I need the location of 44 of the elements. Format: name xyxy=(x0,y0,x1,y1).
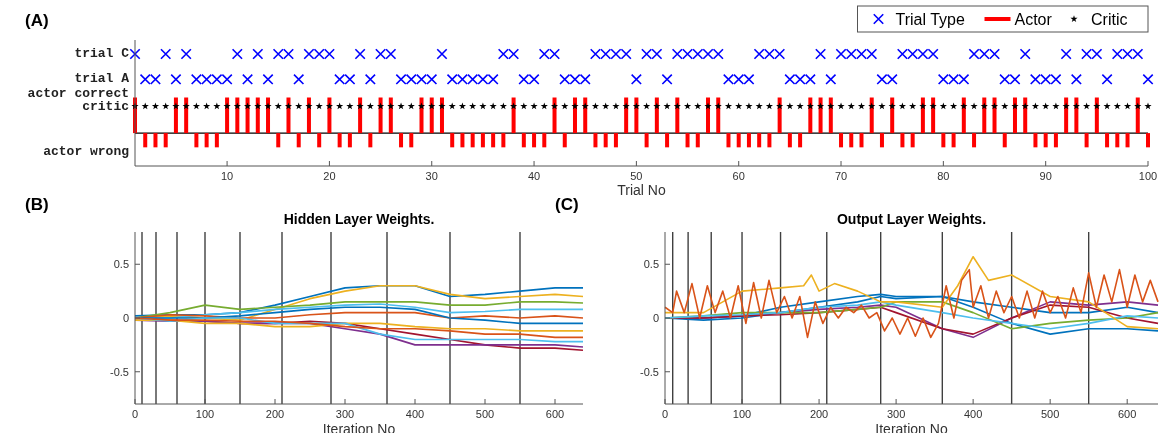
x-tick-label: 30 xyxy=(425,170,438,182)
text: (B) xyxy=(25,195,49,214)
y-tick-label: 0.5 xyxy=(113,258,129,271)
x-tick-label: 100 xyxy=(1138,170,1158,182)
x-tick-label: 60 xyxy=(732,170,745,182)
x-tick-label: 80 xyxy=(937,170,950,182)
chart-title: Hidden Layer Weights. xyxy=(283,211,435,227)
text: trial A xyxy=(74,71,130,86)
x-tick-label: 600 xyxy=(1118,408,1137,420)
x-tick-label: 90 xyxy=(1039,170,1052,182)
x-axis-title: Trial No xyxy=(617,182,666,198)
x-tick-label: 50 xyxy=(630,170,643,182)
y-tick-label: 0 xyxy=(652,312,659,324)
text: actor correct xyxy=(27,86,129,101)
x-tick-label: 100 xyxy=(732,408,752,420)
x-tick-label: 0 xyxy=(131,408,139,420)
x-tick-label: 70 xyxy=(834,170,848,182)
x-tick-label: 200 xyxy=(265,408,285,420)
text: critic xyxy=(82,99,130,114)
x-tick-label: 500 xyxy=(475,408,495,420)
x-tick-label: 0 xyxy=(661,408,669,420)
x-tick-label: 400 xyxy=(405,408,425,420)
x-tick-label: 600 xyxy=(545,408,565,420)
chart-title: Output Layer Weights. xyxy=(836,211,987,227)
y-tick-label: 0.5 xyxy=(643,258,659,271)
x-tick-label: 40 xyxy=(527,170,541,182)
text: actor wrong xyxy=(43,144,130,159)
x-tick-label: 20 xyxy=(323,170,336,182)
x-tick-label: 500 xyxy=(1040,408,1060,420)
legend-label: Actor xyxy=(1014,11,1053,28)
x-tick-label: 200 xyxy=(809,408,829,420)
x-tick-label: 300 xyxy=(886,408,906,420)
text: trial C xyxy=(74,46,130,61)
x-tick-label: 300 xyxy=(335,408,355,420)
legend-label: Critic xyxy=(1091,11,1128,28)
x-tick-label: 10 xyxy=(220,170,234,182)
y-tick-label: -0.5 xyxy=(640,365,659,378)
x-tick-label: 100 xyxy=(195,408,215,420)
x-tick-label: 400 xyxy=(963,408,983,420)
text: (C) xyxy=(555,195,579,214)
y-tick-label: 0 xyxy=(122,312,129,324)
text: (A) xyxy=(25,11,49,30)
legend-label: Trial Type xyxy=(895,11,965,28)
y-tick-label: -0.5 xyxy=(110,365,129,378)
